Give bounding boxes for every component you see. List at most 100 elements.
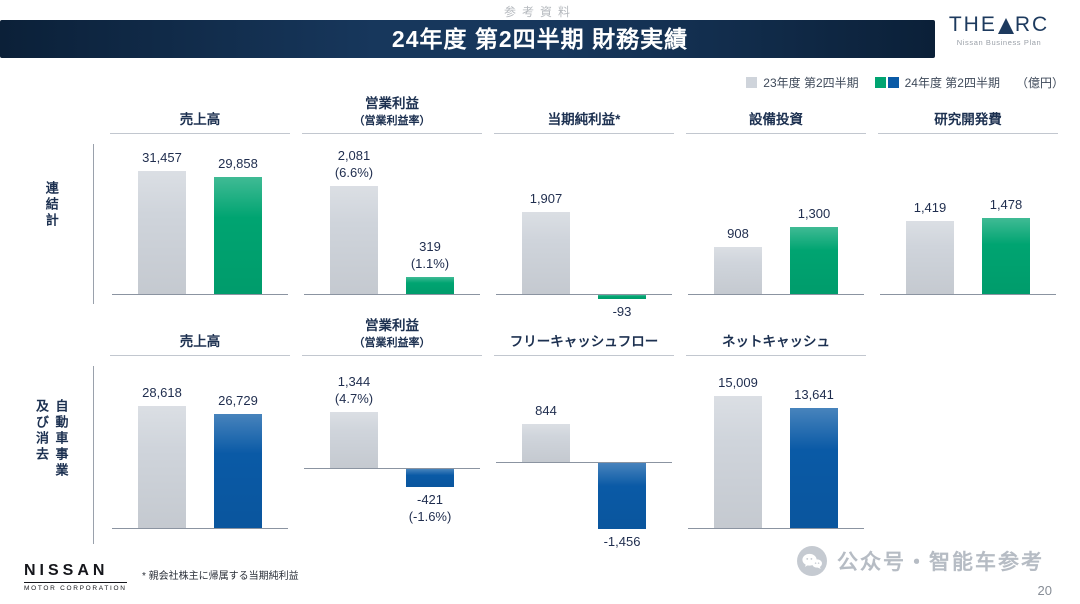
chart-title: 売上高 <box>110 322 290 356</box>
legend-item: 23年度 第2四半期 <box>746 74 859 91</box>
bar-prev-year <box>330 186 378 294</box>
bar-value-label: 319 (1.1%) <box>410 239 450 271</box>
baseline <box>880 294 1056 295</box>
chart-title-line: 営業利益 <box>365 318 419 333</box>
chart-rows: 連結計 売上高 31,457 29,858 営業利益 （営業利益率） 2,081 (6.6%… <box>12 88 1068 556</box>
plot-area: 1,419 1,478 <box>878 134 1058 322</box>
group-label-automotive: 自動車事業 及び消去 <box>32 399 71 479</box>
arc-logo-subtitle: Nissan Business Plan <box>956 38 1042 47</box>
chart-title: 当期純利益* <box>494 88 674 134</box>
bar-value-label: -93 <box>612 304 632 319</box>
chart-title-line: 売上高 <box>179 112 221 127</box>
bar-value-label: 29,858 <box>218 156 258 171</box>
chart-title-line: 研究開発費 <box>934 112 1002 127</box>
chart-title: 売上高 <box>110 88 290 134</box>
plot-area: 908 1,300 <box>686 134 866 322</box>
plot-area: 844 -1,456 <box>494 356 674 556</box>
baseline <box>688 294 864 295</box>
bar-current-year <box>598 295 646 299</box>
legend: 23年度 第2四半期 24年度 第2四半期 （億円） <box>746 74 1064 91</box>
plot-area: 28,618 26,729 <box>110 356 290 556</box>
bar-value-label: 1,300 <box>797 206 831 221</box>
group-cell-automotive: 自動車事業 及び消去 <box>12 322 104 556</box>
chart-title-line: （営業利益率） <box>353 337 431 349</box>
bar-value-label: 844 <box>535 403 557 418</box>
baseline <box>496 294 672 295</box>
group-label-line: 自動車事業 <box>53 399 69 479</box>
chart-net-income: 当期純利益* 1,907 -93 <box>488 88 680 322</box>
chart-title: 設備投資 <box>686 88 866 134</box>
bar-value-label: 15,009 <box>718 375 758 390</box>
bar-value-label: 28,618 <box>142 385 182 400</box>
chart-title-line: 当期純利益* <box>547 112 621 127</box>
plot-area: 15,009 13,641 <box>686 356 866 556</box>
group-rule <box>93 366 94 544</box>
bar-value-label: 908 <box>727 226 749 241</box>
chart-title: 営業利益 （営業利益率） <box>302 318 482 356</box>
chart-title: フリーキャッシュフロー <box>494 322 674 356</box>
legend-unit: （億円） <box>1015 76 1064 90</box>
bar-value-label: -1,456 <box>603 534 641 549</box>
chart-title: 営業利益 （営業利益率） <box>302 88 482 134</box>
baseline <box>112 294 288 295</box>
row-automotive: 自動車事業 及び消去 売上高 28,618 26,729 営業利益 （営業利益率） 1,34… <box>12 318 1068 556</box>
chart-title-line: 営業利益 <box>365 96 419 111</box>
page-number: 20 <box>1037 583 1052 598</box>
bar-prev-year <box>714 396 762 528</box>
group-rule <box>93 144 94 304</box>
nissan-wordmark: NISSAN <box>24 562 109 579</box>
bar-prev-year <box>906 221 954 294</box>
legend-label: 24年度 第2四半期 <box>904 76 1000 90</box>
plot-area: 31,457 29,858 <box>110 134 290 322</box>
chart-free-cash-flow: フリーキャッシュフロー 844 -1,456 <box>488 322 680 556</box>
chart-net-cash: ネットキャッシュ 15,009 13,641 <box>680 322 872 556</box>
baseline <box>496 462 672 463</box>
bar-value-label: 2,081 (6.6%) <box>334 148 374 180</box>
baseline <box>112 528 288 529</box>
legend-swatch <box>746 77 758 88</box>
arc-logo-rc: RC <box>1014 13 1050 36</box>
plot-area: 2,081 (6.6%) 319 (1.1%) <box>302 134 482 322</box>
legend-swatch <box>887 77 899 88</box>
wechat-icon <box>797 546 827 576</box>
bar-current-year <box>406 277 454 294</box>
chart-operating-profit: 営業利益 （営業利益率） 2,081 (6.6%) 319 (1.1%) <box>296 88 488 322</box>
bar-prev-year <box>522 212 570 294</box>
nissan-logo: NISSAN MOTOR CORPORATION <box>24 562 127 592</box>
bar-value-label: 1,419 <box>913 200 947 215</box>
bar-prev-year <box>138 171 186 294</box>
chart-revenue-automotive: 売上高 28,618 26,729 <box>104 322 296 556</box>
bar-current-year <box>790 408 838 528</box>
chart-revenue: 売上高 31,457 29,858 <box>104 88 296 322</box>
chart-title-line: （営業利益率） <box>353 115 431 127</box>
watermark: 公众号・智能车参考 <box>797 546 1044 576</box>
group-cell-consolidated: 連結計 <box>12 88 104 322</box>
bar-value-label: 1,344 (4.7%) <box>334 374 374 406</box>
title-bar <box>0 20 935 58</box>
bar-current-year <box>214 177 262 294</box>
baseline <box>688 528 864 529</box>
watermark-text: 公众号・智能车参考 <box>837 551 1044 574</box>
chart-title: ネットキャッシュ <box>686 322 866 356</box>
bar-prev-year <box>138 406 186 528</box>
chart-capex: 設備投資 908 1,300 <box>680 88 872 322</box>
group-label-line: 連結計 <box>43 181 59 229</box>
bar-current-year <box>214 414 262 528</box>
charts-automotive: 売上高 28,618 26,729 営業利益 （営業利益率） 1,344 (4.7%) -42… <box>104 318 1068 556</box>
bar-current-year <box>406 469 454 487</box>
footnote: * 親会社株主に帰属する当期純利益 <box>142 571 299 582</box>
bar-value-label: -421 (-1.6%) <box>408 492 452 524</box>
group-label-consolidated: 連結計 <box>41 181 61 229</box>
page-title: 24年度 第2四半期 財務実績 <box>391 26 689 52</box>
bar-prev-year <box>522 424 570 462</box>
row-consolidated: 連結計 売上高 31,457 29,858 営業利益 （営業利益率） 2,081 (6.6%… <box>12 88 1068 322</box>
legend-label: 23年度 第2四半期 <box>763 76 859 90</box>
legend-swatch <box>874 77 886 88</box>
chart-title-line: ネットキャッシュ <box>722 334 830 349</box>
chart-title: 研究開発費 <box>878 88 1058 134</box>
bar-current-year <box>790 227 838 294</box>
bar-value-label: 31,457 <box>142 150 182 165</box>
chart-title-line: 売上高 <box>179 334 221 349</box>
baseline <box>304 468 480 469</box>
